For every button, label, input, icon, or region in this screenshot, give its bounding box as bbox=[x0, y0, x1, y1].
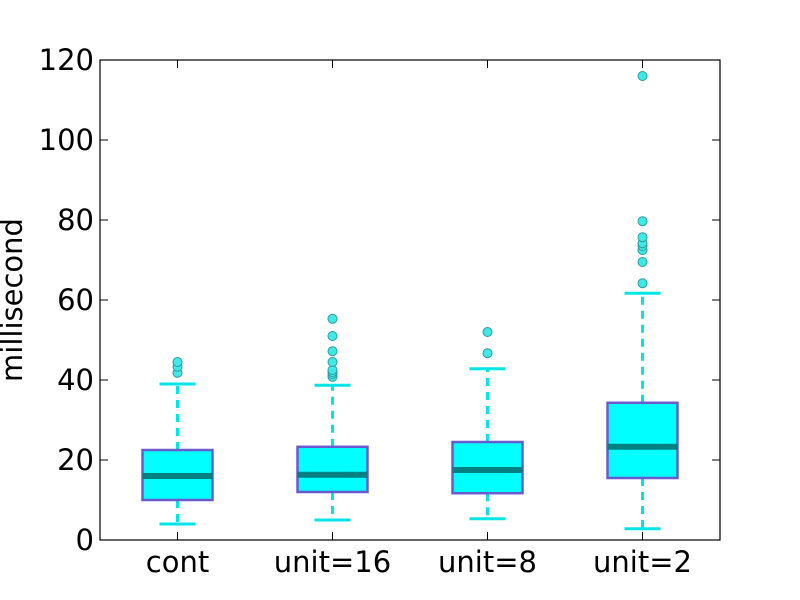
y-tick-label: 120 bbox=[39, 43, 94, 77]
outlier-point bbox=[482, 348, 493, 359]
outlier-point bbox=[482, 327, 493, 337]
x-tick-label: unit=2 bbox=[593, 545, 692, 579]
y-tick-label: 60 bbox=[57, 283, 94, 317]
axes: 0 20 40 60 80 100 120 cont unit=16 unit=8 unit=2 bbox=[39, 43, 721, 579]
outlier-point bbox=[327, 357, 338, 367]
y-tick-label: 100 bbox=[39, 123, 94, 157]
outlier-point bbox=[637, 232, 648, 243]
iqr-box bbox=[296, 445, 369, 494]
box-group-2 bbox=[451, 327, 524, 521]
iqr-box bbox=[606, 401, 679, 480]
x-tick-label: unit=16 bbox=[274, 545, 391, 579]
box-group-3 bbox=[606, 71, 679, 531]
plot-area bbox=[141, 71, 679, 531]
y-tick-label: 80 bbox=[57, 203, 94, 237]
x-tick-label: cont bbox=[146, 545, 209, 579]
outlier-point bbox=[172, 357, 183, 367]
outlier-point bbox=[637, 257, 648, 267]
outlier-point bbox=[637, 216, 648, 227]
box-group-1 bbox=[296, 313, 369, 522]
y-axis-label: millisecond bbox=[0, 218, 29, 382]
outlier-point bbox=[327, 331, 338, 341]
outlier-point bbox=[637, 71, 648, 81]
y-tick-label: 40 bbox=[57, 363, 94, 397]
y-tick-label: 0 bbox=[76, 523, 94, 557]
box-group-0 bbox=[141, 357, 214, 526]
x-tick-label: unit=8 bbox=[438, 545, 537, 579]
outlier-point bbox=[327, 313, 338, 324]
y-tick-label: 20 bbox=[57, 443, 94, 477]
outlier-point bbox=[327, 346, 338, 357]
outlier-point bbox=[637, 278, 648, 289]
